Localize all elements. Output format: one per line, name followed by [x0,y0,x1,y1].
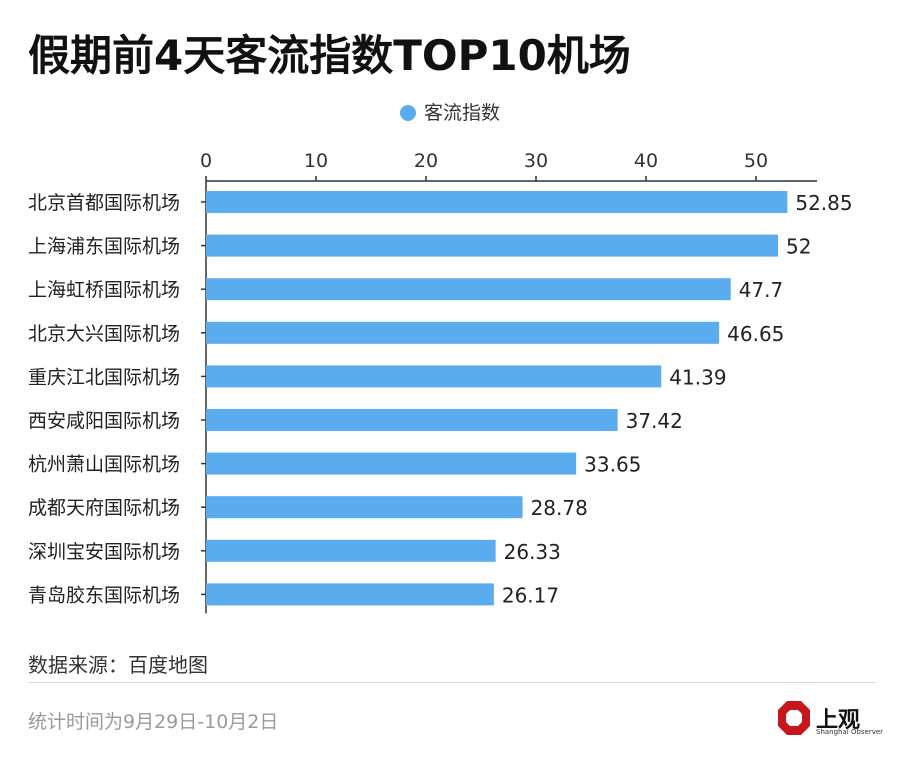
data-label: 26.33 [504,540,561,564]
data-label: 47.7 [739,278,784,302]
category-label: 上海浦东国际机场 [28,236,180,258]
category-label: 上海虹桥国际机场 [28,279,180,301]
bar [206,321,720,344]
chart-title: 假期前4天客流指数TOP10机场 [28,31,631,80]
data-label: 28.78 [531,496,588,520]
data-label: 37.42 [626,409,683,433]
x-tick-label: 50 [744,150,768,172]
bar-chart: 0 10 20 30 40 50 北京首都国际机场 52.85 上海浦东国际机场 52 上海虹桥国际… [28,150,853,614]
category-label: 北京首都国际机场 [28,192,180,214]
data-label: 26.17 [502,583,559,607]
brand-emblem-icon [778,701,810,735]
bar [206,234,778,257]
data-label: 52 [786,235,811,259]
data-label: 52.85 [795,191,852,215]
bar [206,539,496,562]
data-source: 数据来源：百度地图 [28,653,208,677]
bar [206,409,618,431]
brand-logo: 上观 Shanghai Observer [776,698,886,746]
bar [206,278,731,301]
x-tick-label: 10 [304,150,328,172]
bar [206,191,788,213]
data-label: 41.39 [669,365,726,389]
bar [206,365,662,388]
brand-subtitle: Shanghai Observer [816,728,884,736]
legend-marker [399,105,416,121]
divider [28,682,876,683]
category-label: 北京大兴国际机场 [28,323,180,345]
data-label: 33.65 [584,453,641,477]
bar [206,496,523,519]
category-label: 西安咸阳国际机场 [28,410,180,432]
category-label: 成都天府国际机场 [28,497,180,519]
category-label: 杭州萧山国际机场 [28,454,180,476]
category-label: 深圳宝安国际机场 [28,541,180,563]
x-tick-label: 0 [200,150,212,172]
category-label: 青岛胶东国际机场 [28,584,180,606]
x-tick-label: 40 [634,150,658,172]
legend-label: 客流指数 [423,102,500,124]
legend: 客流指数 [0,98,900,125]
x-tick-label: 30 [524,150,548,172]
time-range-note: 统计时间为9月29日-10月2日 [28,711,279,733]
data-label: 46.65 [727,322,784,346]
brand-name: 上观 [816,708,861,733]
bar [206,583,494,606]
bar [206,452,577,475]
x-tick-label: 20 [414,150,438,172]
category-label: 重庆江北国际机场 [28,366,180,388]
